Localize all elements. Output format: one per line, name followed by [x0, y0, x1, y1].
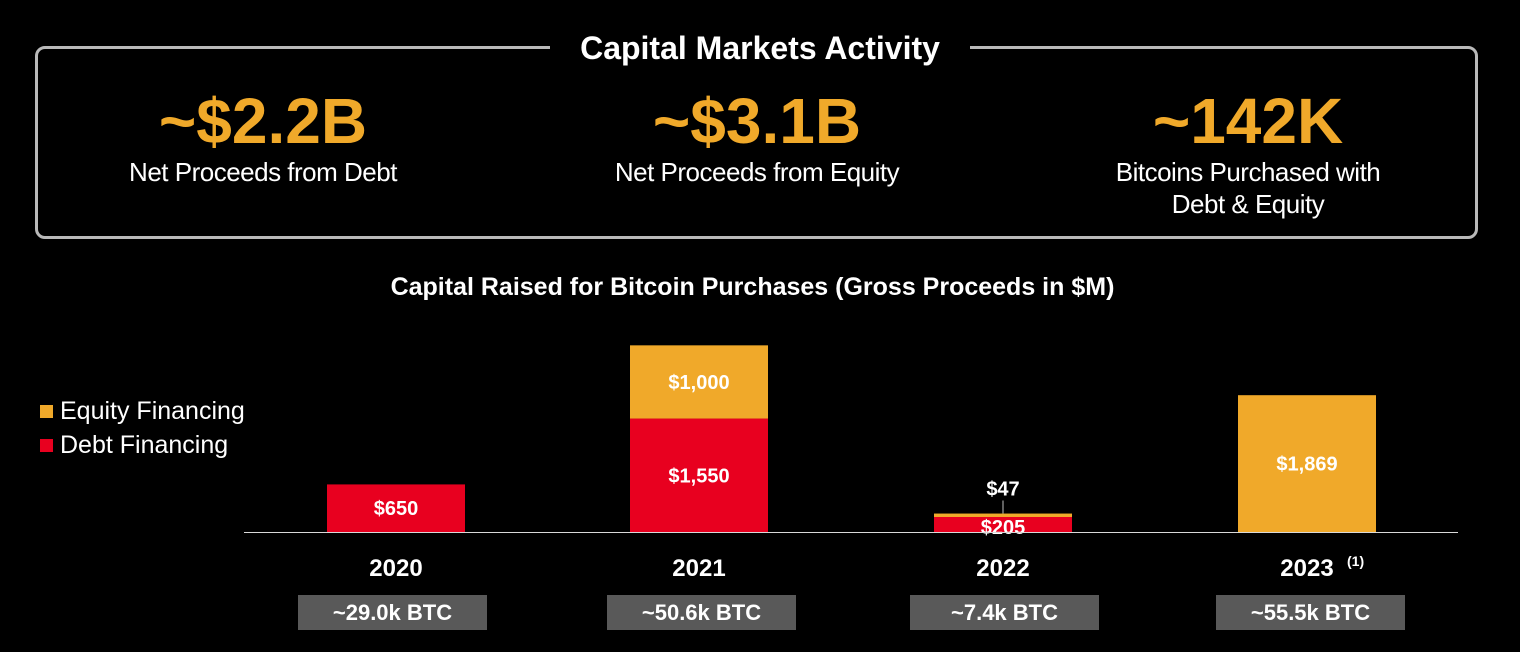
legend-swatch-equity [40, 404, 53, 418]
bar-equity-2023 [1238, 395, 1376, 532]
legend-label-equity: Equity Financing [60, 396, 245, 425]
capital-markets-title: Capital Markets Activity [550, 26, 970, 70]
data-label-debt-2021: $1,550 [668, 465, 729, 487]
category-label-2021: 2021 [672, 555, 725, 582]
stat-debt: ~$2.2B Net Proceeds from Debt [33, 86, 493, 188]
stat-equity: ~$3.1B Net Proceeds from Equity [527, 86, 987, 188]
stat-equity-value: ~$3.1B [652, 85, 862, 157]
category-label-2020: 2020 [369, 555, 422, 582]
bar-debt-2020 [327, 484, 465, 532]
legend-item-debt: Debt Financing [40, 428, 245, 462]
category-note-2023: (1) [1347, 553, 1364, 569]
category-label-2022: 2022 [976, 555, 1029, 582]
category-label-2023: 2023 [1280, 555, 1333, 582]
stat-bitcoins: ~142K Bitcoins Purchased with Debt & Equ… [1018, 86, 1478, 220]
btc-box-2021: ~50.6k BTC [607, 595, 796, 630]
btc-box-2022: ~7.4k BTC [910, 595, 1099, 630]
bar-equity-2022 [934, 513, 1072, 517]
btc-box-2023: ~55.5k BTC [1216, 595, 1405, 630]
data-label-debt-2020: $650 [374, 498, 419, 520]
btc-box-2020: ~29.0k BTC [298, 595, 487, 630]
legend-label-debt: Debt Financing [60, 430, 229, 459]
stat-debt-label: Net Proceeds from Debt [129, 157, 397, 187]
chart-legend: Equity Financing Debt Financing [40, 394, 245, 462]
stat-bitcoins-value: ~142K [1152, 85, 1344, 157]
legend-item-equity: Equity Financing [40, 394, 245, 428]
data-label-equity-2023: $1,869 [1276, 454, 1337, 476]
chart-title: Capital Raised for Bitcoin Purchases (Gr… [390, 273, 1115, 301]
bar-debt-2022 [934, 516, 1072, 532]
stat-bitcoins-label: Bitcoins Purchased with Debt & Equity [1115, 157, 1381, 219]
data-label-equity-2022: $47 [986, 479, 1019, 501]
stat-equity-label: Net Proceeds from Equity [614, 157, 900, 187]
data-label-debt-2022: $205 [981, 517, 1026, 539]
stat-debt-value: ~$2.2B [158, 85, 368, 157]
data-label-equity-2021: $1,000 [668, 372, 729, 394]
bar-equity-2021 [630, 345, 768, 419]
legend-swatch-debt [40, 438, 53, 452]
bar-debt-2021 [630, 418, 768, 532]
